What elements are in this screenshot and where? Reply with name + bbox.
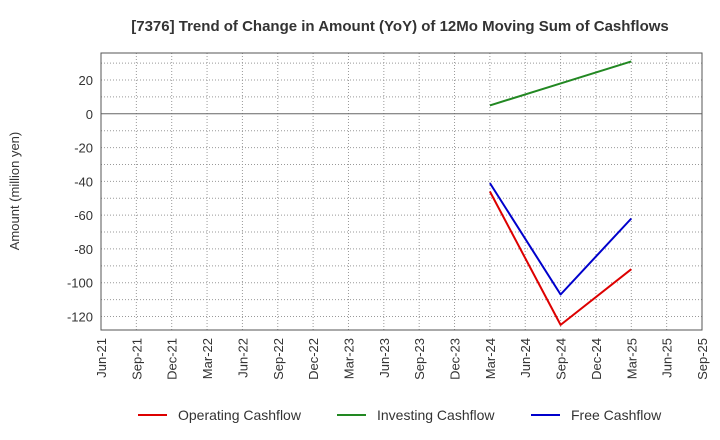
investing-cashflow-line (489, 60, 632, 107)
y-tick-label: -120 (67, 309, 93, 324)
x-tick-label: Sep-21 (129, 338, 144, 380)
x-tick-label: Jun-25 (660, 338, 675, 378)
x-tick-label: Dec-21 (165, 338, 180, 380)
x-tick-label: Sep-24 (554, 338, 569, 380)
operating-cashflow-legend-label: Operating Cashflow (178, 407, 302, 423)
y-tick-label: 0 (86, 107, 93, 122)
y-tick-label: -40 (74, 174, 93, 189)
x-tick-label: Mar-24 (483, 338, 498, 379)
x-tick-label: Jun-21 (94, 338, 109, 378)
y-tick-label: -20 (74, 141, 93, 156)
legend: Operating Cashflow Investing Cashflow Free… (138, 407, 662, 423)
grid (100, 53, 703, 330)
x-tick-label: Mar-22 (200, 338, 215, 379)
x-tick-label: Jun-24 (518, 338, 533, 378)
x-tick-label: Sep-23 (412, 338, 427, 380)
free-cashflow-line (489, 182, 633, 296)
x-tick-label: Dec-24 (589, 338, 604, 380)
y-tick-label: -60 (74, 208, 93, 223)
y-axis-ticks: 20 0 -20 -40 -60 -80 -100 -120 (67, 73, 93, 324)
y-axis-label: Amount (million yen) (7, 132, 22, 251)
operating-cashflow-line (489, 191, 632, 326)
series-lines (489, 60, 633, 326)
y-tick-label: -80 (74, 242, 93, 257)
x-tick-label: Sep-25 (695, 338, 710, 380)
x-tick-label: Dec-23 (448, 338, 463, 380)
x-tick-label: Jun-22 (235, 338, 250, 378)
x-tick-label: Mar-25 (624, 338, 639, 379)
x-axis-ticks: Jun-21 Sep-21 Dec-21 Mar-22 Jun-22 Sep-22 Dec-… (94, 338, 710, 380)
x-tick-label: Mar-23 (341, 338, 356, 379)
x-tick-label: Dec-22 (306, 338, 321, 380)
free-cashflow-legend-label: Free Cashflow (571, 407, 662, 423)
y-tick-label: -100 (67, 276, 93, 291)
investing-cashflow-legend-label: Investing Cashflow (377, 407, 495, 423)
plot-frame (100, 52, 703, 331)
x-tick-label: Jun-23 (377, 338, 392, 378)
y-tick-label: 20 (79, 73, 93, 88)
chart-title: [7376] Trend of Change in Amount (YoY) o… (131, 18, 669, 35)
x-tick-label: Sep-22 (271, 338, 286, 380)
